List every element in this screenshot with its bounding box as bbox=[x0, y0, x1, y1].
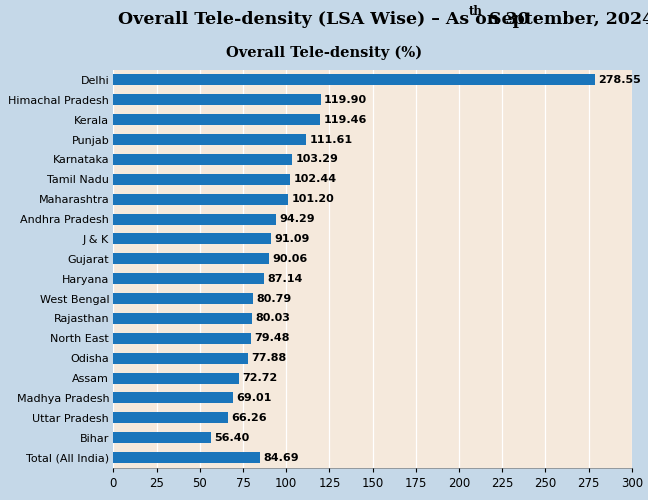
Text: 56.40: 56.40 bbox=[214, 432, 249, 442]
Bar bbox=[113, 412, 228, 424]
Text: 103.29: 103.29 bbox=[295, 154, 338, 164]
Bar bbox=[113, 154, 292, 165]
Text: 119.46: 119.46 bbox=[323, 114, 367, 124]
Text: 102.44: 102.44 bbox=[294, 174, 337, 184]
Bar bbox=[113, 273, 264, 284]
Bar bbox=[113, 333, 251, 344]
Text: Overall Tele-density (LSA Wise) – As on 30: Overall Tele-density (LSA Wise) – As on … bbox=[118, 12, 530, 28]
Bar bbox=[113, 74, 595, 86]
Text: 91.09: 91.09 bbox=[274, 234, 310, 244]
Text: 66.26: 66.26 bbox=[231, 413, 267, 423]
Bar bbox=[113, 372, 239, 384]
Bar bbox=[113, 452, 260, 463]
Text: 69.01: 69.01 bbox=[236, 393, 272, 403]
Bar bbox=[113, 114, 320, 125]
Bar bbox=[113, 254, 269, 264]
Bar bbox=[113, 432, 211, 443]
Text: September, 2024: September, 2024 bbox=[483, 12, 648, 28]
Text: 94.29: 94.29 bbox=[280, 214, 316, 224]
Text: 101.20: 101.20 bbox=[292, 194, 334, 204]
Text: 80.03: 80.03 bbox=[255, 314, 290, 324]
Text: Overall Tele-density (%): Overall Tele-density (%) bbox=[226, 46, 422, 60]
Bar bbox=[113, 352, 248, 364]
Bar bbox=[113, 392, 233, 404]
Bar bbox=[113, 234, 271, 244]
Text: 80.79: 80.79 bbox=[257, 294, 292, 304]
Bar bbox=[113, 134, 307, 145]
Text: 77.88: 77.88 bbox=[251, 353, 286, 363]
Text: 79.48: 79.48 bbox=[254, 334, 290, 344]
Bar bbox=[113, 313, 251, 324]
Text: 87.14: 87.14 bbox=[268, 274, 303, 283]
Text: 278.55: 278.55 bbox=[598, 75, 641, 85]
Bar bbox=[113, 194, 288, 204]
Text: 72.72: 72.72 bbox=[242, 373, 278, 383]
Bar bbox=[113, 293, 253, 304]
Bar bbox=[113, 214, 276, 224]
Text: th: th bbox=[469, 4, 483, 18]
Bar bbox=[113, 174, 290, 185]
Text: 84.69: 84.69 bbox=[263, 452, 299, 462]
Text: 119.90: 119.90 bbox=[324, 95, 367, 105]
Text: 90.06: 90.06 bbox=[272, 254, 308, 264]
Bar bbox=[113, 94, 321, 106]
Text: 111.61: 111.61 bbox=[310, 134, 353, 144]
